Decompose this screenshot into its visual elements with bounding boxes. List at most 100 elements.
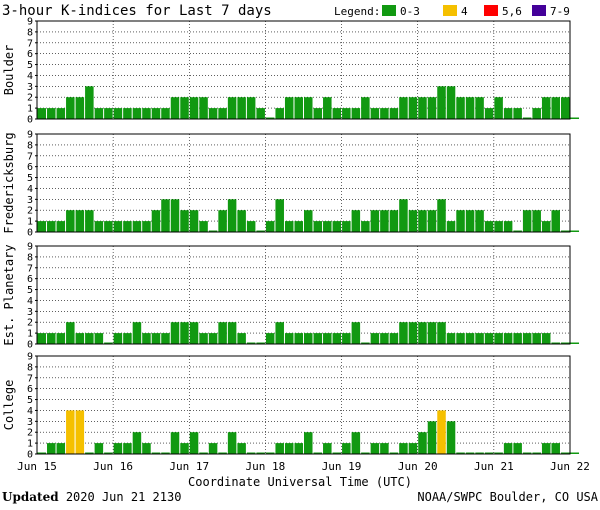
bar: [570, 117, 580, 119]
bar: [418, 322, 427, 344]
bar: [361, 97, 370, 119]
bar: [351, 210, 361, 232]
bar: [513, 108, 522, 119]
bar: [456, 452, 465, 454]
updated-label: Updated: [2, 490, 59, 504]
bar: [456, 210, 465, 232]
bar: [246, 221, 256, 232]
bar: [227, 199, 237, 232]
bar: [323, 97, 332, 119]
bar: [218, 322, 227, 344]
bar: [161, 199, 170, 232]
y-tick-label: 4: [27, 71, 33, 82]
bar: [456, 333, 465, 344]
bar: [399, 322, 408, 344]
bar: [437, 322, 446, 344]
bar: [437, 410, 446, 454]
y-tick-label: 7: [27, 373, 33, 384]
y-tick-label: 1: [27, 329, 33, 340]
bar: [351, 322, 361, 344]
updated-line: Updated 2020 Jun 21 2130: [2, 490, 181, 504]
bar: [199, 452, 208, 454]
bar: [199, 221, 208, 232]
bar: [294, 97, 303, 119]
bar: [66, 210, 75, 232]
y-tick-label: 6: [27, 384, 33, 395]
bar: [494, 452, 503, 454]
bar: [484, 108, 494, 119]
y-axis-title: Est. Planetary: [2, 244, 16, 345]
bar: [246, 97, 256, 119]
bar: [265, 221, 275, 232]
y-tick-label: 8: [27, 27, 33, 38]
bar: [494, 221, 503, 232]
y-tick-label: 8: [27, 362, 33, 373]
bar: [551, 443, 560, 454]
bar: [256, 108, 265, 119]
y-tick-label: 5: [27, 60, 33, 71]
y-tick-label: 9: [27, 17, 33, 28]
bar: [56, 108, 66, 119]
bar: [284, 221, 294, 232]
bar: [323, 333, 332, 344]
x-tick-label: Jun 19: [322, 460, 362, 473]
bar: [294, 333, 303, 344]
bar: [484, 221, 494, 232]
legend-swatch-1: [382, 5, 396, 16]
bar: [532, 452, 541, 454]
bar: [294, 443, 303, 454]
y-tick-label: 6: [27, 274, 33, 285]
bar: [265, 117, 275, 119]
bar: [85, 210, 94, 232]
bar: [532, 108, 541, 119]
bar: [532, 210, 541, 232]
bar: [66, 410, 75, 454]
bar: [323, 221, 332, 232]
bar: [332, 452, 342, 454]
bar: [113, 333, 123, 344]
bar: [465, 452, 475, 454]
bar: [522, 333, 532, 344]
bar: [427, 97, 437, 119]
bar: [56, 443, 66, 454]
bar: [142, 443, 151, 454]
bar: [189, 322, 199, 344]
panel-frame: [36, 133, 571, 233]
bar: [532, 333, 541, 344]
panel-frame: [36, 20, 571, 120]
bar: [142, 108, 151, 119]
y-tick-label: 6: [27, 49, 33, 60]
bar: [370, 210, 380, 232]
bar: [304, 432, 313, 454]
bar: [170, 97, 180, 119]
bar: [132, 108, 142, 119]
bar: [560, 97, 570, 119]
bar: [284, 97, 294, 119]
y-tick-label: 2: [27, 206, 33, 217]
bar: [256, 342, 265, 344]
bar: [380, 210, 389, 232]
bar: [275, 443, 284, 454]
bar: [218, 210, 227, 232]
chart-title: 3-hour K-indices for Last 7 days: [2, 3, 272, 19]
bar: [313, 333, 323, 344]
bar: [104, 452, 113, 454]
bar: [218, 108, 227, 119]
bar: [323, 443, 332, 454]
bar: [503, 443, 513, 454]
bar: [104, 108, 113, 119]
bar: [494, 97, 503, 119]
y-tick-label: 8: [27, 140, 33, 151]
bar: [522, 117, 532, 119]
bar: [513, 333, 522, 344]
bar: [446, 333, 456, 344]
bar: [180, 210, 189, 232]
bar: [551, 97, 560, 119]
bar: [570, 452, 580, 454]
y-tick-label: 4: [27, 296, 33, 307]
bar: [37, 452, 47, 454]
bar: [513, 443, 522, 454]
bar: [522, 210, 532, 232]
bar: [427, 421, 437, 454]
y-tick-label: 0: [27, 340, 33, 351]
